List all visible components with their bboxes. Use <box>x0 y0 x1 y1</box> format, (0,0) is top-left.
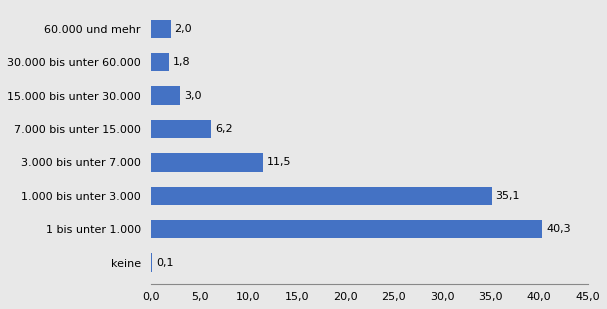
Bar <box>151 187 492 205</box>
Bar <box>151 253 152 272</box>
Bar <box>151 53 169 71</box>
Text: 6,2: 6,2 <box>215 124 232 134</box>
Text: 1,8: 1,8 <box>172 57 190 67</box>
Text: 2,0: 2,0 <box>174 24 192 34</box>
Text: 3,0: 3,0 <box>184 91 202 100</box>
Bar <box>151 87 180 105</box>
Bar <box>151 120 211 138</box>
Text: 35,1: 35,1 <box>495 191 520 201</box>
Text: 40,3: 40,3 <box>546 224 571 234</box>
Bar <box>151 220 542 239</box>
Text: 0,1: 0,1 <box>156 258 174 268</box>
Text: 11,5: 11,5 <box>266 157 291 167</box>
Bar <box>151 153 263 171</box>
Bar <box>151 19 171 38</box>
